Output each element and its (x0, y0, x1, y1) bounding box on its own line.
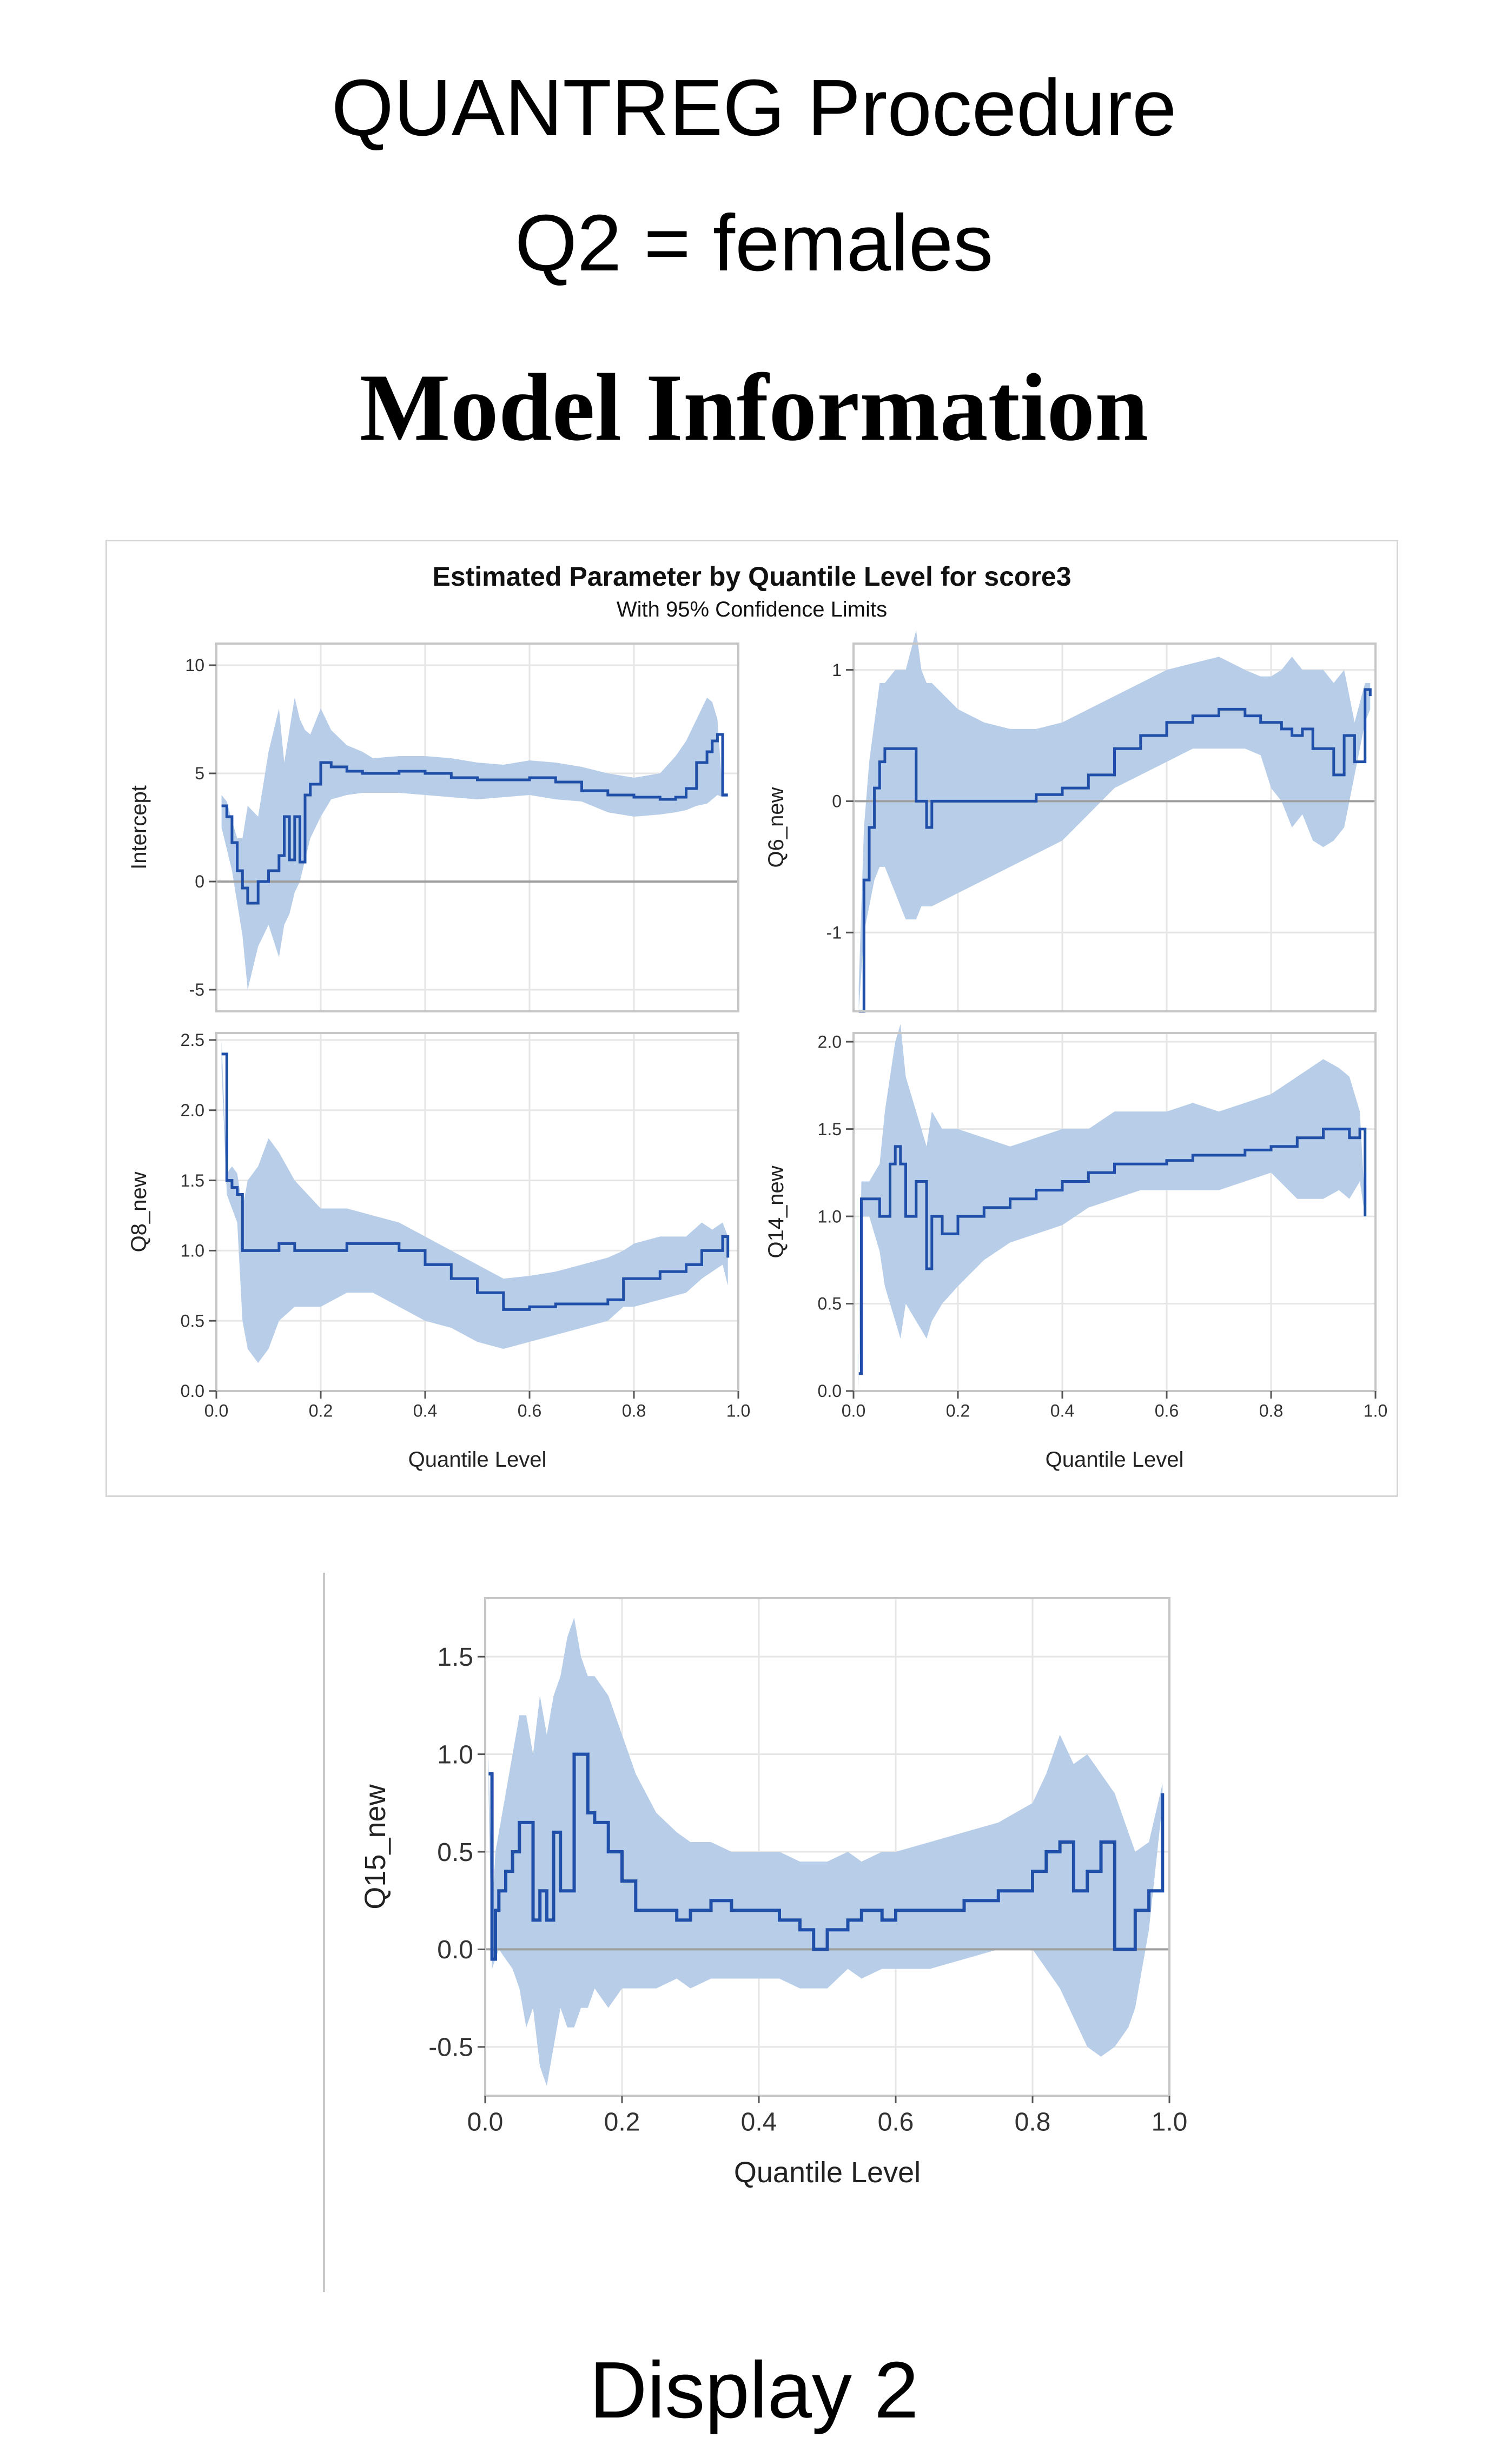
q8-new-xtick-label-1: 0.2 (309, 1401, 333, 1421)
chart-subtitle: With 95% Confidence Limits (617, 598, 887, 621)
q15-new-estimate-line (488, 1752, 1165, 1961)
q14-new-ytick-label-0: 2.0 (818, 1032, 842, 1051)
section-title: Model Information (359, 354, 1149, 461)
q14-new-xtick-label-4: 0.8 (1259, 1401, 1283, 1421)
q8-new-panel: 2.5 2.0 1.5 1.0 0.5 0.00.0 0.2 0.4 0.6 0.8 1.0 Q8_n… (127, 1030, 750, 1472)
divider-line (323, 1573, 325, 2292)
q8-new-ytick-label-4: 0.5 (181, 1311, 204, 1330)
q8-new-xtick-label-5: 1.0 (726, 1401, 750, 1421)
q14-new-ytick-label-3: 0.5 (818, 1294, 842, 1314)
q8-new-xlabel: Quantile Level (408, 1448, 547, 1472)
q6-new-ytick-label-1: 0 (832, 792, 842, 811)
q8-new-ytick-label-2: 1.5 (181, 1171, 204, 1190)
q8-new-xtick-label-2: 0.4 (413, 1401, 437, 1421)
q8-new-ytick-label-3: 1.0 (181, 1241, 204, 1261)
q15-new-ytick-label-1: 1.0 (437, 1740, 473, 1769)
q6-new-confidence-band (858, 630, 1371, 1011)
q6-new-ytick-label-2: -1 (826, 923, 842, 942)
q8-new-ytick-label-0: 2.5 (181, 1030, 204, 1050)
q15-new-ylabel: Q15_new (359, 1784, 392, 1909)
intercept-ytick-label-2: 0 (195, 872, 204, 891)
q14-new-xtick-label-1: 0.2 (946, 1401, 970, 1421)
intercept-ytick-label-3: -5 (189, 980, 204, 999)
q15-new-xtick-label-0: 0.0 (467, 2108, 504, 2136)
q15-new-ytick-label-2: 0.5 (437, 1838, 473, 1867)
q6-new-panel: 1 0 -1 Q6_new (764, 630, 1377, 1013)
q8-new-ytick-label-1: 2.0 (181, 1101, 204, 1120)
q15-new-xtick-label-4: 0.8 (1015, 2108, 1051, 2136)
q14-new-xtick-label-3: 0.6 (1155, 1401, 1179, 1421)
intercept-confidence-band (221, 698, 728, 990)
intercept-ytick-label-1: 5 (195, 764, 204, 783)
intercept-panel: 10 5 0 -5 Intercept (127, 643, 739, 1012)
display-caption: Display 2 (589, 2346, 919, 2435)
chart-title: Estimated Parameter by Quantile Level fo… (432, 561, 1071, 592)
q14-new-ytick-label-2: 1.0 (818, 1207, 842, 1226)
q15-new-xtick-label-5: 1.0 (1152, 2108, 1188, 2136)
q8-new-plot-frame (215, 1032, 739, 1392)
q8-new-xtick-label-3: 0.6 (518, 1401, 541, 1421)
q15-new-plot-frame (484, 1597, 1170, 2097)
intercept-estimate-line (221, 733, 728, 905)
q8-new-xtick-label-0: 0.0 (204, 1401, 228, 1421)
q14-new-ytick-label-1: 1.5 (818, 1120, 842, 1139)
q6-new-plot-frame (852, 643, 1377, 1012)
q14-new-confidence-band (858, 1024, 1365, 1391)
q15-new-xtick-label-1: 0.2 (604, 2108, 640, 2136)
q6-new-estimate-line (858, 688, 1372, 1013)
q14-new-estimate-line (858, 1128, 1367, 1375)
procedure-title: QUANTREG Procedure (331, 63, 1177, 153)
intercept-ytick-label-0: 10 (185, 655, 204, 675)
panel-chart-frame (105, 540, 1398, 1497)
q15-new-xtick-label-2: 0.4 (741, 2108, 777, 2136)
q15-new-ytick-label-0: 1.5 (437, 1643, 473, 1672)
q15-new-confidence-band (488, 1618, 1163, 2086)
q6-new-ytick-label-0: 1 (832, 660, 842, 680)
q8-new-ytick-label-5: 0.0 (181, 1381, 204, 1401)
q14-new-plot-frame (852, 1032, 1377, 1392)
subset-title: Q2 = females (514, 198, 994, 288)
q15-new-xlabel: Quantile Level (734, 2156, 921, 2189)
q14-new-xtick-label-0: 0.0 (842, 1401, 865, 1421)
q8-new-estimate-line (221, 1052, 730, 1311)
q8-new-ylabel: Q8_new (127, 1171, 151, 1252)
q14-new-ylabel: Q14_new (764, 1165, 788, 1258)
intercept-ylabel: Intercept (127, 785, 151, 870)
intercept-plot-frame (215, 643, 739, 1012)
q14-new-xtick-label-5: 1.0 (1364, 1401, 1387, 1421)
q14-new-ytick-label-4: 0.0 (818, 1381, 842, 1401)
q15-new-ytick-label-4: -0.5 (428, 2034, 473, 2062)
q8-new-xtick-label-4: 0.8 (622, 1401, 646, 1421)
q6-new-ylabel: Q6_new (764, 787, 788, 867)
q15-new-panel: 1.5 1.0 0.5 0.0 -0.5 0.0 0.2 0.4 0.6 0.8 1.0 Q15_ne… (359, 1597, 1188, 2189)
q15-new-ytick-label-3: 0.0 (437, 1936, 473, 1964)
q15-new-xtick-label-3: 0.6 (878, 2108, 914, 2136)
q14-new-xlabel: Quantile Level (1046, 1448, 1184, 1472)
q8-new-confidence-band (221, 1040, 728, 1363)
q14-new-xtick-label-2: 0.4 (1050, 1401, 1074, 1421)
q14-new-panel: 2.0 1.5 1.0 0.5 0.00.0 0.2 0.4 0.6 0.8 1.0 Q14_new… (764, 1024, 1387, 1472)
